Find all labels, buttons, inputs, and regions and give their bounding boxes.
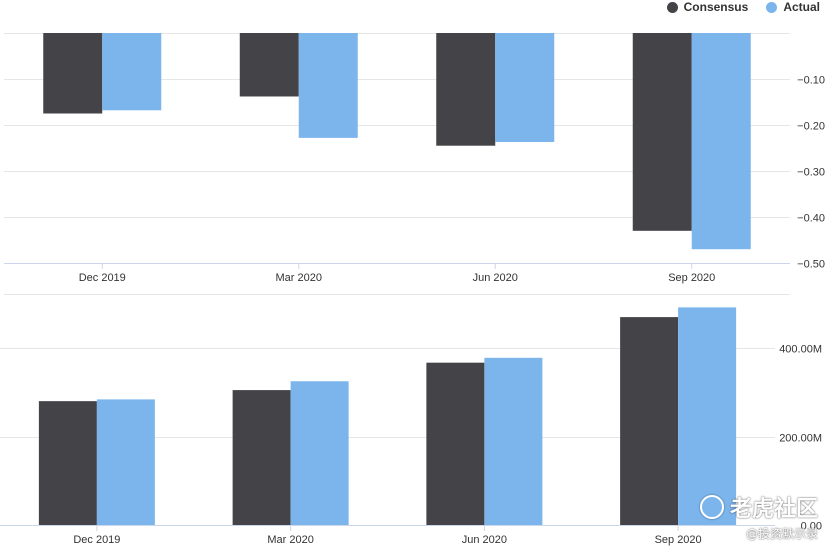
- bar-1-actual-3: [678, 307, 737, 525]
- bar-1-consensus-0: [38, 401, 97, 525]
- bar-1-consensus-2: [426, 362, 485, 525]
- legend-item-actual[interactable]: Actual: [766, 0, 820, 14]
- legend-marker-consensus: [666, 1, 678, 13]
- y-tick-label-1-0: 0.00: [801, 521, 822, 533]
- bar-1-actual-1: [290, 381, 349, 525]
- bar-0-consensus-3: [632, 33, 692, 231]
- bar-1-consensus-3: [620, 317, 679, 525]
- bar-0-consensus-2: [436, 33, 496, 146]
- bar-0-actual-2: [495, 33, 555, 143]
- x-tick-label-0-3: Sep 2020: [668, 272, 715, 284]
- legend: Consensus Actual: [666, 0, 820, 14]
- legend-label-actual: Actual: [783, 0, 820, 14]
- bar-1-actual-2: [484, 357, 543, 525]
- x-tick-label-0-0: Dec 2019: [79, 272, 126, 284]
- watermark-brand: 老虎社区: [729, 497, 818, 522]
- legend-item-consensus[interactable]: Consensus: [666, 0, 749, 14]
- bar-1-consensus-1: [232, 390, 291, 525]
- y-tick-label-1-2: 400.00M: [779, 344, 822, 356]
- watermark: 老虎社区 @投资默示录: [699, 491, 818, 542]
- legend-label-consensus: Consensus: [683, 0, 749, 14]
- y-tick-label-1-1: 200.00M: [779, 433, 822, 445]
- x-tick-label-0-1: Mar 2020: [276, 272, 322, 284]
- revenue-chart: 0.00 200.00M 400.00M Dec 2019 Mar 2020 Jun 20…: [0, 307, 822, 546]
- x-tick-label-1-3: Sep 2020: [655, 534, 702, 546]
- bar-0-actual-1: [298, 33, 358, 138]
- watermark-handle: @投资默示录: [745, 527, 818, 541]
- x-tick-label-1-2: Jun 2020: [462, 534, 507, 546]
- eps-chart: −0.10 −0.20 −0.30 −0.40 −0.50 Dec 2019 Mar 202…: [4, 33, 825, 295]
- bar-1-actual-0: [96, 399, 155, 525]
- y-tick-label-0-2: −0.30: [797, 167, 825, 179]
- y-tick-label-0-0: −0.10: [797, 75, 825, 87]
- y-tick-label-0-1: −0.20: [797, 121, 825, 133]
- y-tick-label-0-4: −0.50: [797, 259, 825, 271]
- watermark-logo-icon: [699, 495, 724, 519]
- x-tick-label-1-1: Mar 2020: [267, 534, 313, 546]
- y-tick-label-0-3: −0.40: [797, 213, 825, 225]
- bar-0-actual-3: [691, 33, 751, 250]
- bar-0-consensus-0: [43, 33, 103, 114]
- bar-0-actual-0: [102, 33, 162, 111]
- legend-marker-actual: [766, 1, 778, 13]
- bar-0-consensus-1: [239, 33, 299, 97]
- x-tick-label-1-0: Dec 2019: [73, 534, 120, 546]
- x-tick-label-0-2: Jun 2020: [473, 272, 518, 284]
